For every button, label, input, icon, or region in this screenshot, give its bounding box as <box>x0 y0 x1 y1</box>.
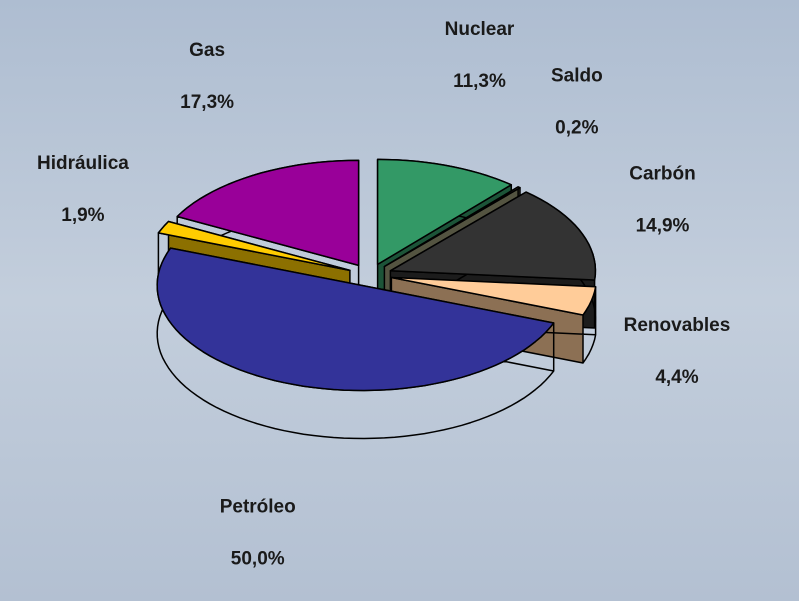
slice-label: Saldo <box>551 66 603 87</box>
value-label: 0,2% <box>555 118 598 139</box>
slice <box>383 186 521 268</box>
slice-label: Renovables <box>624 315 731 336</box>
slice <box>376 158 513 266</box>
value-label: 11,3% <box>453 71 506 92</box>
value-label: 17,3% <box>180 92 234 113</box>
slice-label: Gas <box>189 40 225 61</box>
slice-label: Carbón <box>629 163 696 184</box>
slice <box>390 276 597 316</box>
slice <box>176 159 360 267</box>
value-label: 50,0% <box>231 548 285 569</box>
slice <box>156 247 555 392</box>
value-label: 1,9% <box>61 205 104 226</box>
value-label: 4,4% <box>655 367 698 388</box>
slice <box>389 191 597 281</box>
slice-label: Petróleo <box>220 496 296 517</box>
slice-label: Nuclear <box>445 19 515 40</box>
slice <box>157 220 351 272</box>
slice-label: Hidráulica <box>37 153 129 174</box>
value-label: 14,9% <box>636 215 690 236</box>
